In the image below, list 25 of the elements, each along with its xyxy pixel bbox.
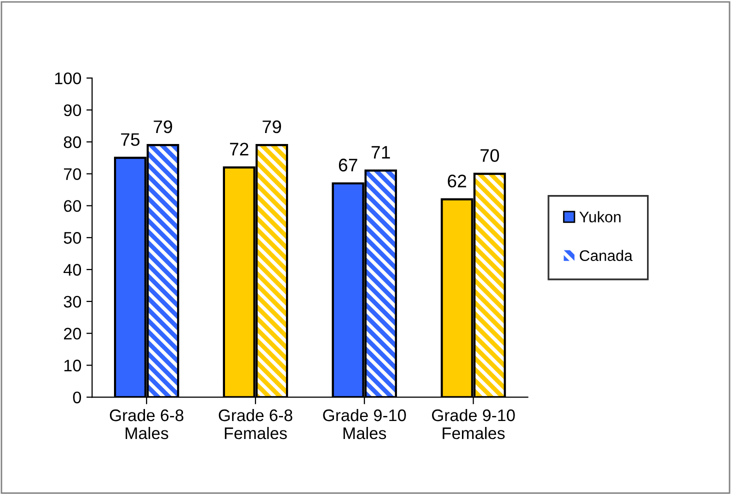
y-tick-label: 100: [55, 72, 82, 84]
y-tick-label: 40: [64, 264, 82, 276]
data-label: 70: [480, 149, 499, 162]
y-tick-label: 50: [64, 232, 82, 244]
legend-label: Yukon: [579, 211, 621, 222]
y-tick-label: 0: [73, 392, 82, 404]
data-label: 79: [154, 120, 172, 134]
y-tick-label: 80: [64, 136, 82, 148]
data-label: 67: [338, 158, 358, 172]
data-label: 72: [230, 142, 248, 156]
y-tick-label: 30: [64, 296, 82, 308]
data-label: 75: [121, 133, 140, 146]
x-tick-label: Grade 6-8 Males: [110, 408, 184, 440]
y-tick-label: 10: [64, 360, 82, 372]
y-tick-label: 90: [64, 104, 82, 116]
x-tick-label: Grade 9-10 Females: [432, 408, 515, 440]
data-label: 79: [262, 120, 282, 134]
data-label: 71: [372, 146, 390, 159]
x-tick-label: Grade 6-8 Females: [218, 408, 292, 440]
y-tick-label: 20: [64, 328, 82, 340]
y-tick-label: 70: [64, 168, 82, 180]
x-tick-label: Grade 9-10 Males: [323, 408, 406, 440]
legend-label: Canada: [580, 250, 633, 262]
y-tick-label: 60: [64, 200, 82, 212]
data-label: 62: [448, 174, 466, 188]
